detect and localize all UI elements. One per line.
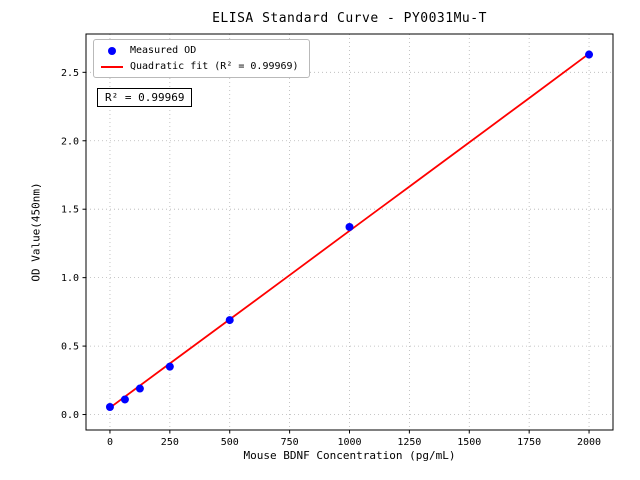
r-squared-annotation: R² = 0.99969 bbox=[97, 88, 193, 107]
data-point bbox=[120, 395, 129, 404]
y-axis-label: OD Value(450nm) bbox=[29, 182, 43, 282]
line-marker-icon bbox=[101, 65, 123, 68]
legend-handle bbox=[101, 65, 123, 68]
x-tick-label: 250 bbox=[161, 437, 179, 448]
y-tick-label: 1.5 bbox=[61, 205, 79, 216]
data-point bbox=[135, 384, 144, 393]
y-tick-label: 2.5 bbox=[61, 68, 79, 79]
x-tick-label: 1500 bbox=[457, 437, 481, 448]
x-tick-label: 2000 bbox=[577, 437, 601, 448]
legend: Measured OD Quadratic fit (R² = 0.99969) bbox=[93, 39, 310, 78]
data-point bbox=[225, 316, 234, 325]
x-tick-label: 750 bbox=[281, 437, 299, 448]
x-tick-label: 500 bbox=[221, 437, 239, 448]
scatter-marker-icon bbox=[108, 46, 116, 55]
data-point bbox=[165, 362, 174, 371]
y-tick-label: 1.0 bbox=[61, 273, 79, 284]
x-axis-label: Mouse BDNF Concentration (pg/mL) bbox=[243, 449, 456, 462]
y-tick-label: 0.5 bbox=[61, 342, 79, 353]
data-point bbox=[345, 223, 354, 232]
legend-label-quadratic-fit: Quadratic fit (R² = 0.99969) bbox=[130, 61, 299, 72]
x-tick-label: 0 bbox=[107, 437, 113, 448]
x-tick-label: 1750 bbox=[517, 437, 541, 448]
legend-entry-quadratic-fit: Quadratic fit (R² = 0.99969) bbox=[101, 61, 299, 72]
y-tick-label: 2.0 bbox=[61, 136, 79, 147]
data-point bbox=[585, 50, 594, 59]
legend-label-measured-od: Measured OD bbox=[130, 45, 197, 56]
legend-entry-measured-od: Measured OD bbox=[101, 45, 299, 56]
x-tick-label: 1000 bbox=[337, 437, 361, 448]
y-tick-label: 0.0 bbox=[61, 410, 79, 421]
chart-title: ELISA Standard Curve - PY0031Mu-T bbox=[212, 11, 487, 26]
data-point bbox=[105, 403, 114, 412]
legend-handle bbox=[101, 46, 123, 55]
x-tick-label: 1250 bbox=[397, 437, 421, 448]
